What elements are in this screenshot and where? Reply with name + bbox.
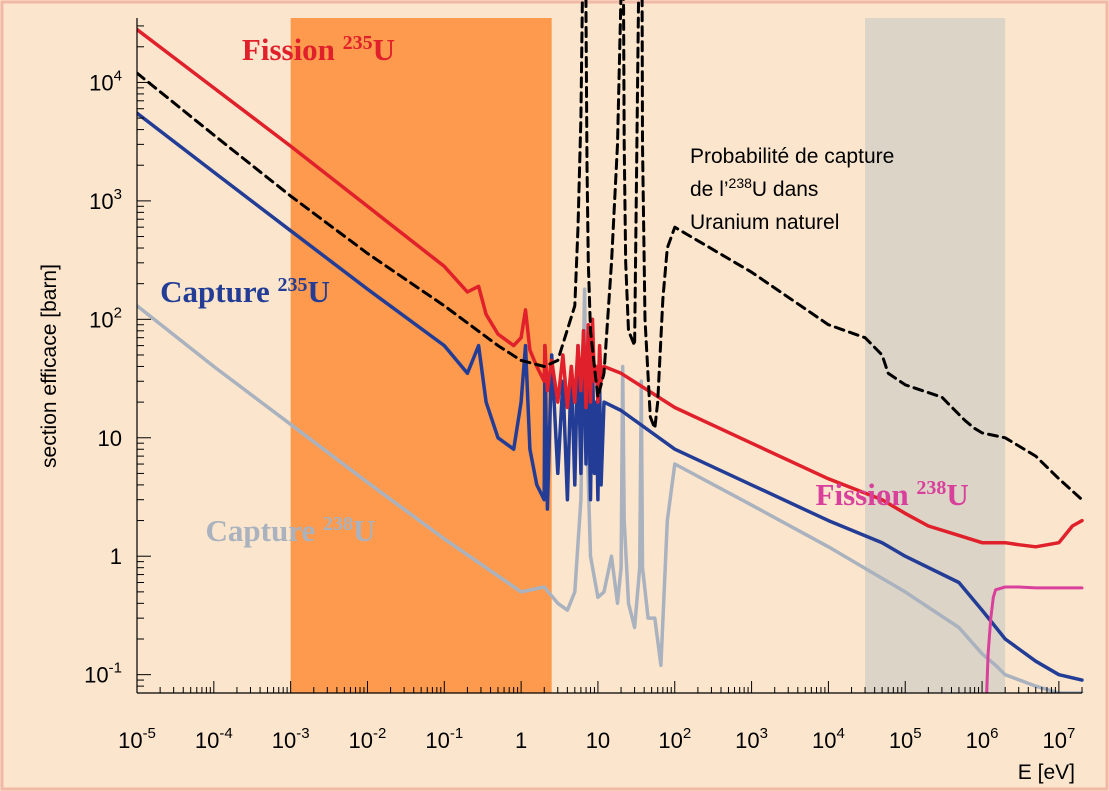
x-tick-label: 10-4 <box>195 725 233 753</box>
axes: 10-5 10-4 10-3 10-2 10-1 1 10 102 103 104 105 106 10… <box>84 18 1083 753</box>
series-label-fission-235u: Fission 235U <box>242 32 395 67</box>
x-tick-label: 104 <box>812 725 845 753</box>
energy-bands <box>290 18 1006 693</box>
x-tick-label: 1 <box>515 728 527 753</box>
y-tick-label: 10-1 <box>84 660 122 688</box>
x-tick-label: 102 <box>658 725 691 753</box>
annotation-line-1: Probabilité de capture <box>690 145 894 168</box>
series-labels: Fission 235U Capture 235U Capture 238U Fiss… <box>160 32 969 548</box>
y-tick-label: 102 <box>89 304 122 332</box>
series-line-capture-235u <box>137 111 1084 682</box>
y-tick-label: 103 <box>89 186 122 214</box>
series-label-fission-238u: Fission 238U <box>816 477 969 512</box>
x-tick-label: 107 <box>1042 725 1075 753</box>
energy-band-1 <box>865 18 1006 693</box>
x-tick-label: 105 <box>889 725 922 753</box>
x-tick-label: 10-2 <box>349 725 387 753</box>
x-tick-label: 10 <box>586 728 610 753</box>
series-label-capture-238u: Capture 238U <box>206 513 376 548</box>
series-lines <box>137 0 1084 693</box>
x-tick-label: 103 <box>735 725 768 753</box>
series-line-capture-238u <box>137 287 1084 693</box>
x-tick-label: 106 <box>966 725 999 753</box>
series-line-probabilite-de-capture <box>137 0 1084 502</box>
y-axis-label: section efficace [barn] <box>38 264 61 468</box>
series-line-fission-238u <box>985 585 1084 693</box>
y-tick-label: 10 <box>98 426 122 451</box>
x-tick-label: 10-1 <box>425 725 463 753</box>
y-tick-label: 1 <box>110 544 122 569</box>
annotation-line-2: de l’238U dans <box>690 175 818 201</box>
series-line-fission-235u <box>137 27 1084 549</box>
x-tick-label: 10-5 <box>118 725 156 753</box>
annotation-line-3: Uranium naturel <box>690 211 839 234</box>
y-tick-label: 104 <box>89 67 122 95</box>
x-axis-label: E [eV] <box>1018 761 1075 784</box>
series-label-capture-235u: Capture 235U <box>160 274 330 309</box>
x-tick-label: 10-3 <box>272 725 310 753</box>
energy-band-0 <box>290 18 552 693</box>
